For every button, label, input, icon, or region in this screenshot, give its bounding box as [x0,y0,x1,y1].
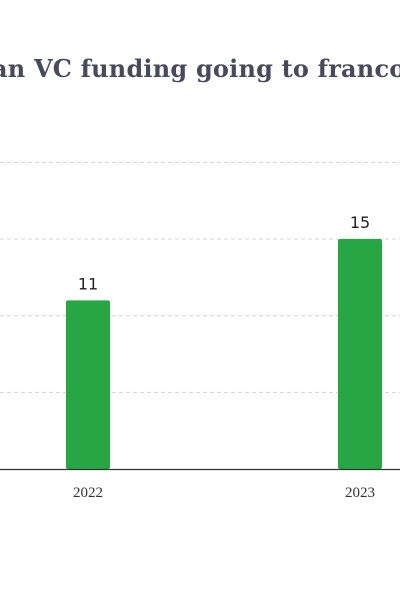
data-label-2023: 15 [350,213,370,232]
data-labels: 11 15 [78,213,370,293]
x-tick-label-2023: 2023 [345,485,375,501]
data-label-2022: 11 [78,274,98,293]
bar-2022 [66,300,110,469]
x-tick-labels: 2022 2023 [73,485,375,501]
x-tick-label-2022: 2022 [73,485,103,501]
bars [66,239,382,469]
chart-title: an VC funding going to francoph [0,54,400,83]
bar-2023 [338,239,382,469]
